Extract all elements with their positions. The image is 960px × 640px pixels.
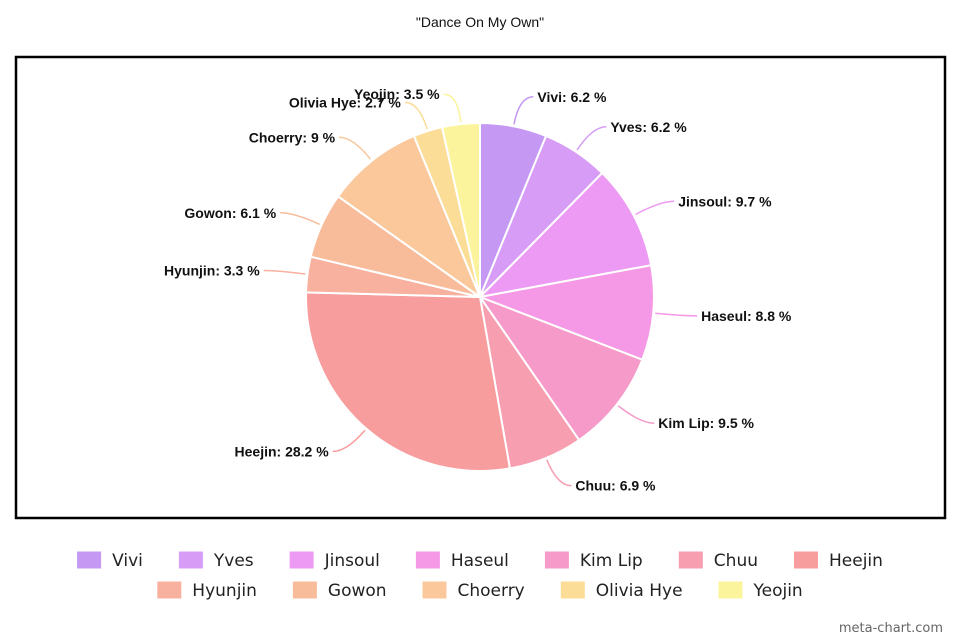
leader-line-yeojin (443, 93, 462, 123)
legend-label-vivi: Vivi (112, 551, 143, 571)
pie-slice-heejin (305, 291, 512, 472)
leader-line-hyunjin (263, 269, 306, 275)
slice-label-yves: Yves: 6.2 % (610, 119, 687, 135)
slice-labels: Vivi: 6.2 %Yves: 6.2 % Jinsoul: 9.7 % Hase… (164, 86, 792, 494)
legend: Vivi Yves Jinsoul Haseul Kim Lip Chuu Heejin Hy… (77, 551, 883, 601)
legend-swatch-gowon (292, 581, 317, 599)
legend-swatch-jinsoul (289, 551, 314, 569)
legend-swatch-kim-lip (544, 551, 569, 569)
legend-label-hyunjin: Hyunjin (192, 581, 257, 601)
legend-label-heejin: Heejin (829, 551, 883, 571)
leader-line-heejin (332, 429, 366, 453)
legend-swatch-chuu (678, 551, 703, 569)
leader-line-olivia-hye (404, 101, 428, 130)
legend-swatch-choerry (422, 581, 447, 599)
legend-label-yves: Yves (213, 551, 254, 571)
legend-swatch-olivia-hye (560, 581, 585, 599)
legend-label-chuu: Chuu (714, 551, 758, 571)
legend-swatch-heejin (794, 551, 818, 569)
legend-label-choerry: Choerry (458, 581, 525, 601)
leader-line-haseul (655, 312, 698, 317)
leader-lines (263, 93, 698, 487)
leader-line-kim-lip (617, 405, 655, 424)
leader-line-chuu (546, 459, 572, 487)
slice-label-yeojin: Yeojin: 3.5 % (354, 86, 440, 102)
legend-label-yeojin: Yeojin (753, 581, 803, 601)
leader-line-yves (576, 126, 607, 151)
legend-swatch-hyunjin (157, 581, 182, 599)
pie-slice-kim-lip (477, 294, 644, 442)
slice-label-choerry: Choerry: 9 % (249, 129, 336, 145)
chart-title: "Dance On My Own" (416, 14, 544, 30)
slice-label-chuu: Chuu: 6.9 % (575, 478, 656, 494)
leader-line-choerry (339, 136, 372, 160)
leader-line-vivi (513, 96, 534, 125)
pie-slice-yeojin (440, 121, 481, 298)
pie-slices (305, 121, 656, 472)
leader-line-jinsoul (635, 200, 675, 216)
slice-label-jinsoul: Jinsoul: 9.7 % (678, 193, 772, 209)
slice-label-olivia-hye: Olivia Hye: 2.7 % (289, 94, 402, 110)
legend-label-haseul: Haseul (451, 551, 509, 571)
legend-label-olivia-hye: Olivia Hye (596, 581, 683, 601)
slice-label-gowon: Gowon: 6.1 % (184, 205, 276, 221)
leader-line-gowon (280, 212, 321, 226)
legend-label-jinsoul: Jinsoul (324, 551, 380, 571)
legend-swatch-yves (178, 551, 203, 569)
legend-swatch-yeojin (718, 581, 743, 599)
legend-swatch-vivi (77, 551, 102, 569)
slice-label-haseul: Haseul: 8.8 % (701, 308, 792, 324)
slice-label-heejin: Heejin: 28.2 % (235, 443, 330, 459)
pie-slice-haseul (476, 264, 656, 362)
slice-label-vivi: Vivi: 6.2 % (537, 89, 607, 105)
slice-label-hyunjin: Hyunjin: 3.3 % (164, 263, 260, 279)
pie-slice-jinsoul (477, 171, 653, 299)
legend-label-kim-lip: Kim Lip (580, 551, 643, 571)
credit-text: meta-chart.com (839, 621, 943, 636)
slice-label-kim-lip: Kim Lip: 9.5 % (658, 415, 754, 431)
legend-label-gowon: Gowon (328, 581, 387, 601)
legend-swatch-haseul (415, 551, 440, 569)
pie-slice-choerry (336, 134, 483, 300)
